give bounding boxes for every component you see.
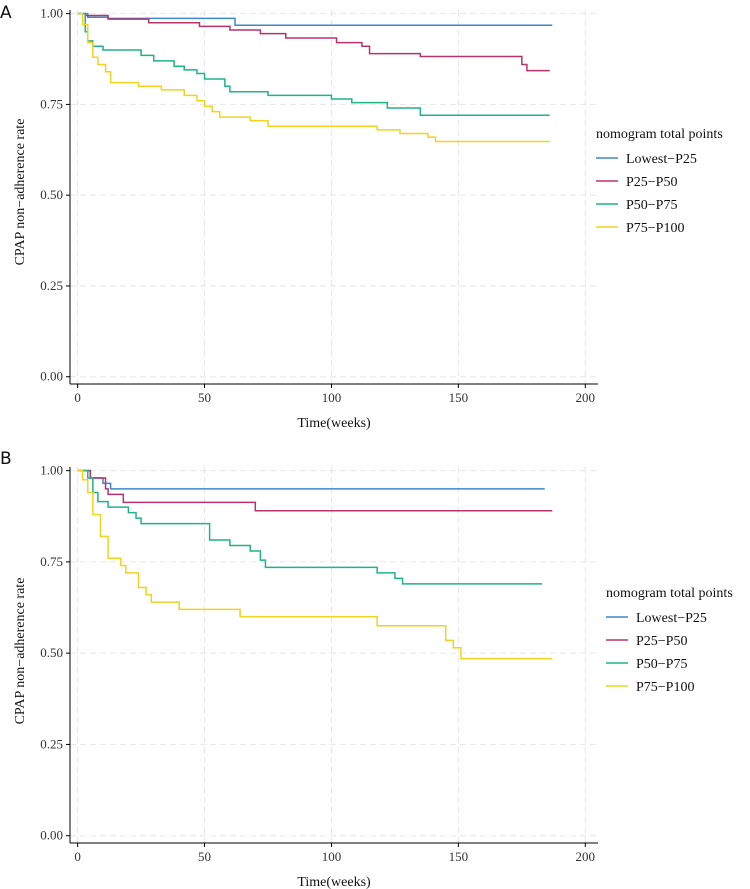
legend-title: nomogram total points	[596, 127, 723, 142]
x-tick-label: 50	[198, 849, 211, 864]
x-tick-label: 100	[322, 390, 342, 405]
x-tick-label: 150	[449, 390, 469, 405]
x-axis-title: Time(weeks)	[297, 875, 371, 889]
legend-entry: P75−P100	[626, 221, 684, 236]
x-tick-label: 200	[576, 390, 596, 405]
series-line	[77, 12, 550, 72]
panel-label: B	[0, 449, 12, 469]
panel-label: A	[0, 3, 12, 23]
y-tick-label: 0.75	[40, 96, 63, 111]
x-tick-label: 0	[74, 390, 81, 405]
x-tick-label: 100	[322, 849, 342, 864]
legend-entry: P50−P75	[626, 198, 677, 213]
series-line	[77, 12, 550, 117]
legend-entry: Lowest−P25	[636, 611, 707, 626]
legend-entry: P25−P50	[636, 634, 687, 649]
x-tick-label: 150	[449, 849, 469, 864]
series-line	[77, 469, 545, 490]
y-axis-title: CPAP non−adherence rate	[13, 578, 28, 725]
y-tick-label: 1.00	[40, 463, 63, 478]
series-line	[77, 469, 553, 512]
y-tick-label: 0.50	[40, 187, 63, 202]
legend-entry: P50−P75	[636, 657, 687, 672]
y-tick-label: 1.00	[40, 6, 63, 21]
panel-b: B CPAP non−adherence rate Time(weeks) no…	[0, 449, 733, 889]
y-axis-title: CPAP non−adherence rate	[13, 119, 28, 266]
legend-title: nomogram total points	[606, 586, 733, 601]
x-axis-title: Time(weeks)	[297, 416, 371, 431]
x-tick-label: 50	[198, 390, 211, 405]
panel-a: A CPAP non−adherence rate Time(weeks) no…	[0, 3, 723, 431]
x-tick-label: 0	[74, 849, 81, 864]
y-tick-label: 0.75	[40, 554, 63, 569]
y-tick-label: 0.50	[40, 645, 63, 660]
y-tick-label: 0.25	[40, 278, 63, 293]
grid	[70, 467, 598, 843]
legend-entry: P25−P50	[626, 175, 677, 190]
series-line	[77, 469, 543, 585]
y-tick-label: 0.00	[40, 828, 63, 843]
legend-entry: P75−P100	[636, 680, 694, 695]
series-line	[77, 12, 550, 143]
legend-entry: Lowest−P25	[626, 152, 697, 167]
series-line	[77, 469, 553, 660]
y-tick-label: 0.00	[40, 369, 63, 384]
grid	[70, 10, 598, 384]
y-tick-label: 0.25	[40, 736, 63, 751]
x-tick-label: 200	[576, 849, 596, 864]
